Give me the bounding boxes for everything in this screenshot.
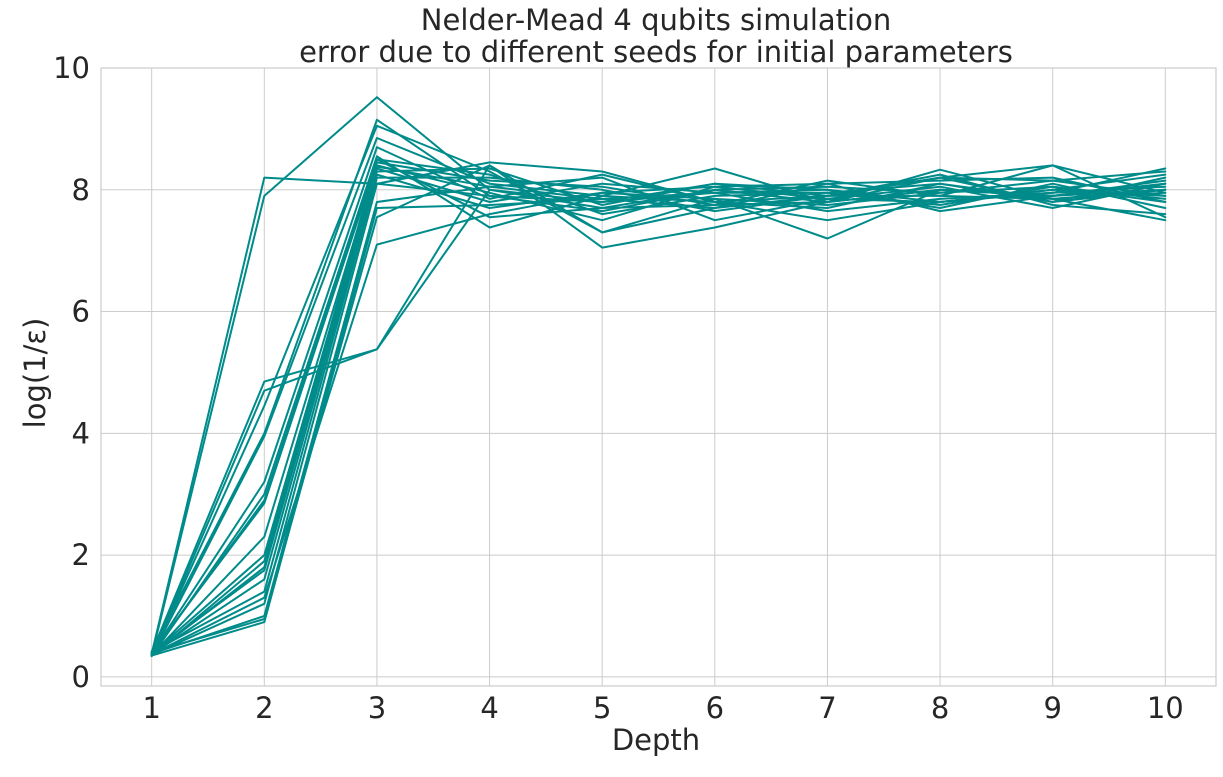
x-tick-label-9: 9 [1043, 691, 1061, 725]
y-tick-label-2: 2 [72, 538, 90, 572]
y-axis-label: log(1/ε) [18, 318, 52, 429]
series-line-19 [150, 173, 1167, 655]
x-tick-label-5: 5 [593, 691, 611, 725]
series-lines [150, 96, 1167, 658]
x-tick-label-6: 6 [706, 691, 724, 725]
x-tick-labels: 1 2 3 4 5 6 7 8 9 10 [142, 691, 1183, 725]
grid [101, 67, 1216, 686]
y-tick-label-8: 8 [72, 173, 90, 207]
y-tick-labels: 0 2 4 6 8 10 [53, 51, 90, 694]
plot-frame [100, 67, 1217, 687]
x-tick-label-1: 1 [142, 691, 160, 725]
axes-frame [100, 67, 1217, 687]
y-tick-label-4: 4 [72, 416, 90, 450]
y-tick-label-6: 6 [72, 295, 90, 329]
x-tick-label-10: 10 [1147, 691, 1184, 725]
x-tick-label-8: 8 [931, 691, 949, 725]
y-tick-label-0: 0 [72, 660, 90, 694]
x-tick-label-2: 2 [255, 691, 273, 725]
chart-title-line-2: error due to different seeds for initial… [299, 35, 1013, 69]
series-line-6 [150, 124, 1167, 656]
chart-title-line-1: Nelder-Mead 4 qubits simulation [421, 3, 891, 37]
x-tick-label-7: 7 [818, 691, 836, 725]
y-tick-label-10: 10 [53, 51, 90, 85]
series-line-18 [150, 179, 1167, 656]
series-line-23 [150, 158, 1167, 656]
x-tick-label-3: 3 [368, 691, 386, 725]
series-line-22 [150, 182, 1167, 656]
x-axis-label: Depth [612, 723, 700, 757]
x-tick-label-4: 4 [480, 691, 498, 725]
